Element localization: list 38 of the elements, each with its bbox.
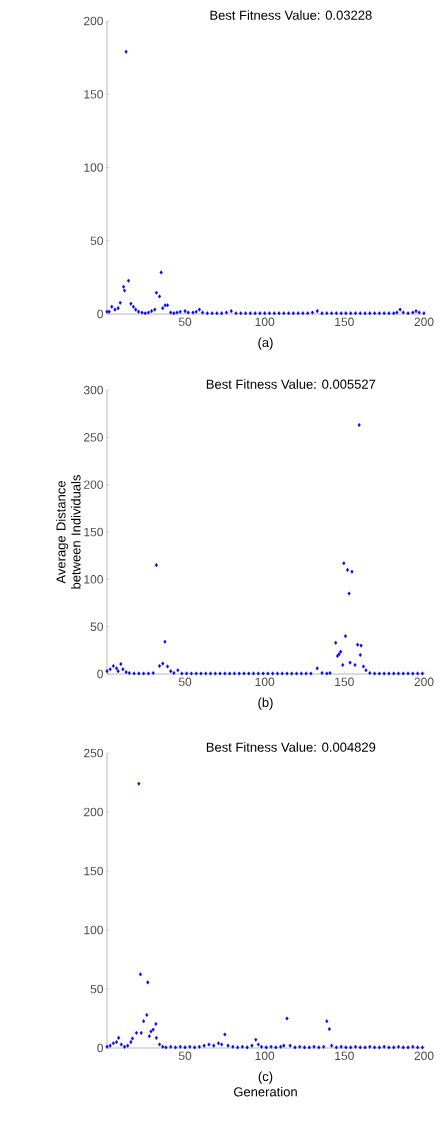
y-tick-label: 300: [83, 385, 103, 395]
x-tick-label: 200: [414, 317, 434, 327]
y-tick-label: 0: [97, 1043, 103, 1053]
y-tick-label: 0: [97, 669, 103, 679]
text: (c): [258, 1071, 273, 1084]
y-tick-label: 150: [84, 90, 103, 99]
text: (b): [258, 697, 273, 710]
y-tick-label: 50: [90, 236, 103, 246]
y-tick-label: 200: [84, 16, 103, 26]
y-tick-label: 150: [84, 866, 103, 876]
chart-title: Best Fitness Value: 0.005527: [206, 379, 376, 389]
y-tick-label: 50: [90, 984, 103, 994]
y-tick-label: 250: [84, 748, 103, 758]
x-tick-label: 200: [414, 1051, 434, 1061]
x-tick-label: 100: [255, 677, 275, 687]
y-tick-label: 200: [84, 480, 103, 489]
y-tick-label: 100: [84, 575, 103, 584]
y-tick-label: 250: [84, 433, 103, 442]
y-tick-label: 100: [84, 925, 103, 935]
chart-title: Best Fitness Value: 0.004829: [206, 742, 376, 752]
x-tick-label: 150: [335, 677, 354, 687]
y-tick-label: 0: [97, 309, 103, 319]
x-tick-label: 50: [178, 317, 192, 327]
x-tick-label: 200: [414, 677, 434, 687]
x-tick-label: 150: [335, 1051, 354, 1061]
y-axis-title: Average Distance between Individuals: [56, 475, 81, 589]
x-axis-title: Generation: [233, 1086, 297, 1097]
y-tick-label: 50: [90, 622, 103, 631]
y-tick-label: 200: [84, 807, 103, 817]
x-tick-label: 150: [335, 317, 354, 327]
x-tick-label: 50: [178, 677, 192, 687]
x-tick-label: 50: [178, 1051, 192, 1061]
y-tick-label: 150: [84, 527, 103, 537]
y-tick-label: 100: [84, 163, 103, 172]
chart-title: Best Fitness Value: 0.03228: [210, 10, 372, 20]
x-tick-label: 100: [255, 1051, 275, 1061]
x-tick-label: 100: [255, 317, 275, 327]
text: (a): [258, 337, 273, 350]
